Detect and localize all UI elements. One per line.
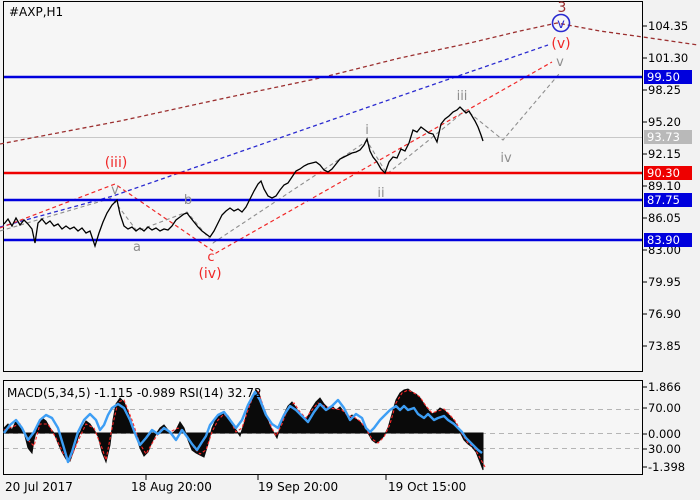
x-axis-label: 19 Oct 15:00 bbox=[388, 480, 466, 494]
y-axis-label-89.10: 89.10 bbox=[648, 179, 681, 193]
panel-frames bbox=[3, 1, 643, 475]
indicator-axis-label-0.000: 0.000 bbox=[648, 427, 681, 441]
indicator-values-label: MACD(5,34,5) -1.115 -0.989 RSI(14) 32.72 bbox=[7, 386, 262, 400]
price-tag-box-99.50 bbox=[644, 70, 692, 84]
indicator-axis-label-30.00: 30.00 bbox=[648, 442, 681, 456]
indicator-series-group bbox=[3, 388, 486, 471]
price-tag-90.30: 90.30 bbox=[647, 166, 680, 180]
indicator-axis-label-1.866: 1.866 bbox=[648, 380, 681, 394]
x-axis-label: 18 Aug 20:00 bbox=[131, 480, 212, 494]
price-tag-83.90: 83.90 bbox=[647, 233, 680, 247]
price-tag-box-90.30 bbox=[644, 166, 692, 180]
y-axis-label-73.85: 73.85 bbox=[648, 339, 681, 353]
wave-label-3: 3 bbox=[558, 0, 567, 16]
price-tag-99.50: 99.50 bbox=[647, 70, 680, 84]
price-tag-87.75: 87.75 bbox=[647, 193, 680, 207]
wave-label-v: v bbox=[557, 17, 565, 32]
x-axis-label: 20 Jul 2017 bbox=[5, 480, 73, 494]
wave-label-(iv): (iv) bbox=[198, 266, 221, 282]
y-axis-label-79.95: 79.95 bbox=[648, 275, 681, 289]
macd-signal-line bbox=[3, 389, 486, 468]
y-axis-label-95.20: 95.20 bbox=[648, 115, 681, 129]
indicator-axis-label-70.00: 70.00 bbox=[648, 401, 681, 415]
price-series-group bbox=[3, 106, 484, 249]
price-line-series bbox=[3, 106, 484, 249]
price-tag-box-93.73 bbox=[644, 130, 692, 144]
wave-label-ii: ii bbox=[377, 186, 384, 201]
price-panel bbox=[3, 1, 643, 372]
wave-circle bbox=[551, 13, 571, 33]
y-axis-label-98.25: 98.25 bbox=[648, 83, 681, 97]
y-axis-label-76.90: 76.90 bbox=[648, 307, 681, 321]
axis-labels-group: 104.35 101.30 98.25 95.20 92.15 89.10 86.05 83.… bbox=[5, 19, 692, 494]
trend-projection-lines bbox=[0, 22, 699, 254]
wave-label-v: v bbox=[556, 55, 564, 70]
horizontal-level-lines bbox=[4, 75, 642, 242]
wave-label-(v): (v) bbox=[551, 36, 570, 52]
wave-path-gray-dashed bbox=[0, 73, 560, 244]
wave-label-c: c bbox=[207, 250, 214, 265]
y-axis-label-104.35: 104.35 bbox=[648, 19, 688, 33]
y-axis-label-101.30: 101.30 bbox=[648, 51, 688, 65]
trendline-maroon-dashed bbox=[0, 22, 699, 145]
x-axis-label: 19 Sep 20:00 bbox=[258, 480, 338, 494]
wave-label-iv: iv bbox=[500, 151, 512, 166]
trendline-blue-dashed bbox=[0, 44, 549, 228]
indicator-axis-label--1.398: -1.398 bbox=[648, 460, 685, 474]
price-tag-box-87.75 bbox=[644, 193, 692, 207]
wave-label-a: a bbox=[133, 240, 141, 255]
wave-label-b: b bbox=[184, 193, 192, 208]
wave-path-red-dashed bbox=[0, 61, 553, 254]
price-tag-box-83.90 bbox=[644, 233, 692, 247]
y-axis-label-92.15: 92.15 bbox=[648, 147, 681, 161]
price-tag-93.73: 93.73 bbox=[647, 130, 680, 144]
symbol-timeframe-label: #AXP,H1 bbox=[9, 5, 63, 19]
wave-label-i: i bbox=[365, 123, 369, 138]
wave-label-v: v bbox=[111, 183, 119, 198]
wave-label-iii: iii bbox=[457, 89, 468, 104]
y-axis-label-86.05: 86.05 bbox=[648, 211, 681, 225]
rsi-line bbox=[3, 390, 483, 464]
wave-label-(iii): (iii) bbox=[105, 155, 128, 171]
